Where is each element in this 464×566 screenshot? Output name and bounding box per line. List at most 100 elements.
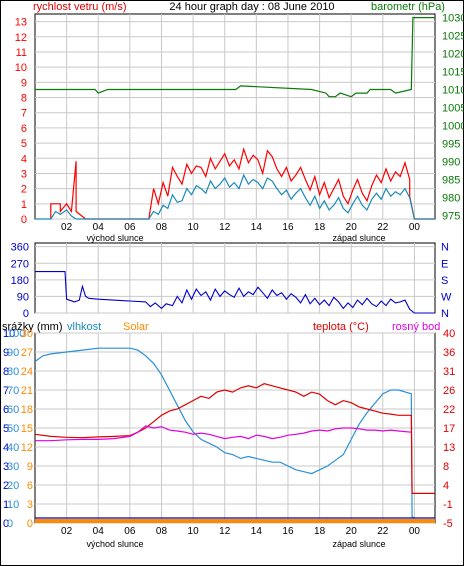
humidity-axis-tick: 10 <box>7 499 19 511</box>
rain-axis-tick: 3 <box>3 461 9 473</box>
sunrise-label-top: východ slunce <box>86 233 143 243</box>
temperature-axis-tick: -5 <box>443 518 453 530</box>
pressure-axis-tick: 1020 <box>442 49 464 61</box>
x-tick-label: 22 <box>377 526 389 537</box>
humidity-axis-tick: 50 <box>7 423 19 435</box>
x-tick-label: 12 <box>219 222 231 233</box>
x-tick-label: 08 <box>156 526 168 537</box>
temperature-axis-tick: 13 <box>443 442 455 454</box>
wind-axis-tick: 6 <box>21 123 27 135</box>
direction-axis-tick: 180 <box>11 275 29 287</box>
x-tick-label: 06 <box>124 222 136 233</box>
rain-label: srážky (mm) <box>2 321 63 333</box>
temperature-axis-tick: 26 <box>443 385 455 397</box>
rain-axis-tick: 0 <box>3 518 9 530</box>
solar-axis-tick: 27 <box>21 347 33 359</box>
plot-frame-direction <box>34 242 436 314</box>
x-tick-label: 10 <box>188 222 200 233</box>
x-tick-label: 18 <box>314 526 326 537</box>
x-tick-label: 14 <box>251 526 263 537</box>
rain-axis-tick: 9 <box>3 347 9 359</box>
temperature-axis-tick: 17 <box>443 423 455 435</box>
humidity-axis-tick: 90 <box>7 347 19 359</box>
x-tick-label: 16 <box>282 526 294 537</box>
wind-axis-tick: 1 <box>21 199 27 211</box>
wind-direction-chart: 0 N 90 W 180 S 270 E 360 N <box>11 242 452 320</box>
solar-axis-tick: 3 <box>27 499 33 511</box>
solar-axis-tick: 30 <box>21 328 33 340</box>
humidity-axis-tick: 100 <box>7 328 25 340</box>
solar-axis-tick: 24 <box>21 366 33 378</box>
wind-axis-tick: 10 <box>15 62 27 74</box>
wind-pressure-chart: 0123456789101112139759809859909951000100… <box>15 13 464 233</box>
pressure-axis-tick: 985 <box>442 174 460 186</box>
wind-axis-tick: 12 <box>15 32 27 44</box>
wind-axis-tick: 11 <box>16 47 27 59</box>
sunset-label-top: západ slunce <box>332 233 385 243</box>
series-line-humidity <box>34 347 415 518</box>
series-line-wind-direction <box>35 271 435 314</box>
pressure-axis-tick: 980 <box>442 192 460 204</box>
x-tick-label: 18 <box>314 222 326 233</box>
solar-axis-tick: 9 <box>27 461 33 473</box>
solar-label: Solar <box>123 321 149 333</box>
x-tick-label: 14 <box>251 222 263 233</box>
direction-axis-tick: 270 <box>11 258 29 270</box>
pressure-axis-tick: 975 <box>442 210 460 222</box>
x-tick-label: 16 <box>282 222 294 233</box>
humidity-label: vlhkost <box>67 321 101 333</box>
chart-title: 24 hour graph day : 08 June 2010 <box>169 1 334 13</box>
rain-axis-tick: 7 <box>3 385 9 397</box>
sun-labels: východ slunce západ slunce východ slunce… <box>86 233 385 549</box>
temperature-label: teplota (°C) <box>313 321 369 333</box>
x-tick-label: 20 <box>346 222 358 233</box>
x-tick-label: 22 <box>377 222 389 233</box>
wind-axis-tick: 2 <box>21 184 27 196</box>
x-tick-label: 10 <box>188 526 200 537</box>
wind-axis-tick: 3 <box>21 168 27 180</box>
x-tick-label: 02 <box>61 222 73 233</box>
solar-axis-tick: 21 <box>21 385 33 397</box>
rain-axis-tick: 4 <box>3 442 9 454</box>
rain-axis-tick: 1 <box>3 499 9 511</box>
humidity-axis-tick: 30 <box>7 461 19 473</box>
wind-axis-tick: 4 <box>21 153 27 165</box>
direction-axis-tick: 360 <box>11 242 29 254</box>
humidity-axis-tick: 20 <box>7 480 19 492</box>
compass-axis-tick: W <box>441 291 452 303</box>
compass-axis-tick: N <box>441 308 449 320</box>
x-tick-label: 02 <box>61 526 73 537</box>
x-tick-label: 12 <box>219 526 231 537</box>
solar-axis-tick: 15 <box>21 423 33 435</box>
pressure-axis-tick: 1010 <box>442 85 464 97</box>
solar-axis-tick: 6 <box>27 480 33 492</box>
x-tick-label: 20 <box>346 526 358 537</box>
sunrise-label-bottom: východ slunce <box>86 539 143 549</box>
series-line-wind-speed <box>50 146 435 220</box>
compass-axis-tick: S <box>441 275 448 287</box>
wind-axis-tick: 7 <box>21 108 27 120</box>
temperature-axis-tick: 36 <box>443 347 455 359</box>
pressure-axis-tick: 1025 <box>442 31 464 43</box>
x-tick-label: 04 <box>93 526 105 537</box>
wind-axis-tick: 0 <box>21 214 27 226</box>
pressure-axis-tick: 1005 <box>442 103 464 115</box>
wind-axis-tick: 13 <box>15 17 27 29</box>
x-tick-label: 08 <box>156 222 168 233</box>
wind-axis-tick: 8 <box>21 93 27 105</box>
x-tick-label: 06 <box>124 526 136 537</box>
pressure-axis-tick: 1015 <box>442 67 464 79</box>
temperature-axis-tick: 4 <box>443 480 449 492</box>
x-tick-label: 00 <box>409 526 421 537</box>
humidity-axis-tick: 80 <box>7 366 19 378</box>
rain-axis-tick: 5 <box>3 423 9 435</box>
wind-axis-tick: 5 <box>21 138 27 150</box>
solar-axis-tick: 18 <box>21 404 33 416</box>
plot-frame-wind <box>34 13 436 220</box>
pressure-axis-tick: 1030 <box>442 13 464 25</box>
pressure-axis-tick: 1000 <box>442 120 464 132</box>
pressure-label: barometr (hPa) <box>371 1 445 13</box>
series-line-dewpoint <box>35 425 412 442</box>
